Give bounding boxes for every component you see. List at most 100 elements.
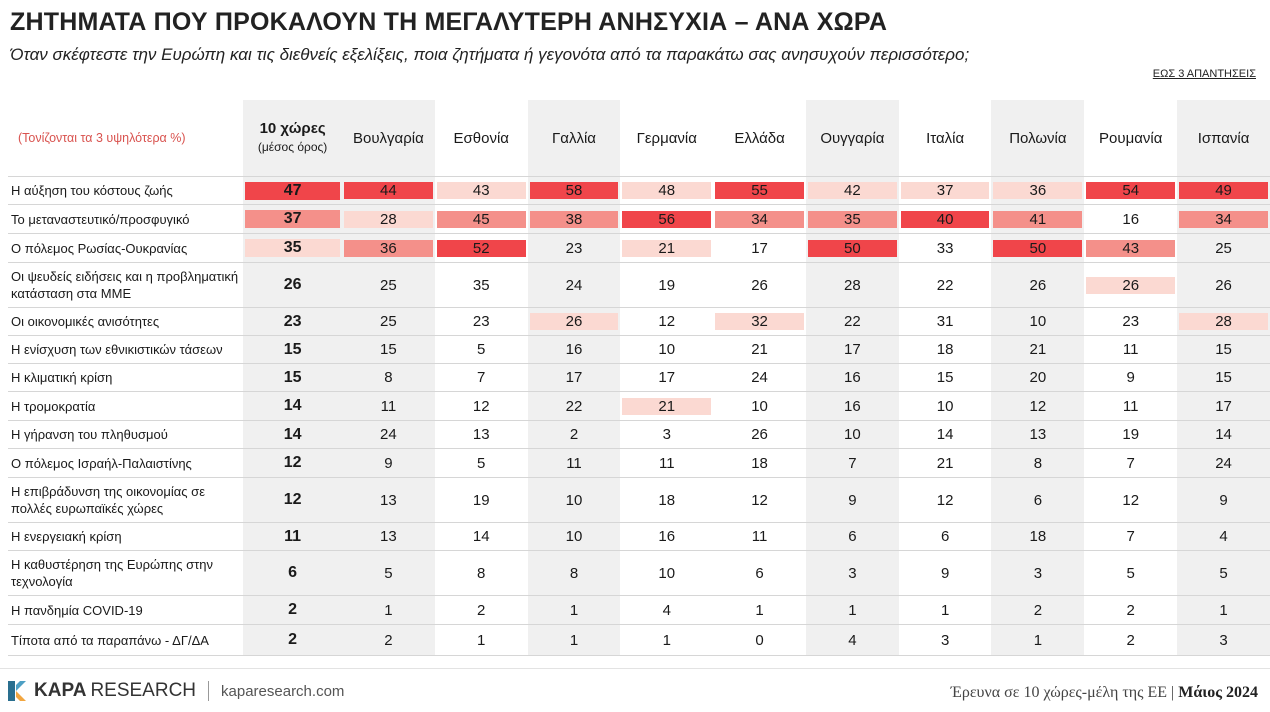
table-row: Η επιβράδυνση της οικονομίας σε πολλές ε… <box>8 477 1270 522</box>
avg-header-sublabel: (μέσος όρος) <box>257 140 328 154</box>
cell-value: 3 <box>1033 564 1043 582</box>
cell-value: 21 <box>936 454 954 472</box>
row-label: Ο πόλεμος Ισραήλ-Παλαιστίνης <box>8 448 244 477</box>
footer-logo: KAPA RESEARCH kaparesearch.com <box>8 680 344 702</box>
value-cell: 11 <box>527 448 621 477</box>
source-note: Έρευνα σε 10 χώρες-μέλη της ΕΕ | Μάιος 2… <box>951 684 1258 702</box>
cell-value: 12 <box>658 313 676 330</box>
value-cell: 26 <box>1084 262 1178 307</box>
cell-value: 11 <box>566 454 582 472</box>
row-label: Η αύξηση του κόστους ζωής <box>8 176 244 204</box>
cell-value: 9 <box>1126 369 1135 386</box>
cell-value: 52 <box>436 239 526 257</box>
cell-value: 10 <box>658 341 676 358</box>
cell-value: 15 <box>936 369 954 386</box>
row-label: Η καθυστέρηση της Ευρώπης στην τεχνολογί… <box>8 550 244 595</box>
cell-value: 4 <box>848 631 857 649</box>
cell-value: 4 <box>1219 528 1228 545</box>
value-cell: 26 <box>713 420 806 448</box>
cell-value: 11 <box>1122 341 1139 358</box>
value-cell: 42 <box>805 176 899 204</box>
row-label: Η πανδημία COVID-19 <box>8 595 244 624</box>
value-cell: 5 <box>341 550 435 595</box>
value-cell: 17 <box>1177 391 1270 420</box>
value-cell: 23 <box>527 233 621 262</box>
cell-value: 3 <box>848 564 857 582</box>
website-link[interactable]: kaparesearch.com <box>221 682 345 700</box>
column-header: Γερμανία <box>636 129 697 147</box>
value-cell: 26 <box>1177 262 1270 307</box>
cell-value: 2 <box>1126 631 1135 649</box>
avg-cell: 2 <box>243 595 342 624</box>
cell-value: 22 <box>936 276 954 294</box>
row-label: Η τρομοκρατία <box>8 391 244 420</box>
value-cell: 12 <box>1084 477 1178 522</box>
cell-value: 15 <box>380 341 397 358</box>
cell-value: 26 <box>1215 276 1232 294</box>
cell-value: 12 <box>1122 491 1140 509</box>
cell-value: 1 <box>569 601 579 619</box>
table-row: Ο πόλεμος Ισραήλ-Παλαιστίνης 12 9 5 11 11 18 7 2… <box>8 448 1270 477</box>
cell-value: 36 <box>993 182 1083 199</box>
brand-name-regular: RESEARCH <box>90 680 197 701</box>
value-cell: 8 <box>434 550 528 595</box>
cell-value: 8 <box>1033 454 1043 472</box>
cell-value: 18 <box>936 341 954 358</box>
cell-value: 24 <box>565 276 583 294</box>
value-cell: 1 <box>620 624 714 656</box>
cell-value: 3 <box>940 631 950 649</box>
value-cell: 21 <box>898 448 992 477</box>
cell-value: 26 <box>751 426 768 443</box>
value-cell: 35 <box>434 262 528 307</box>
value-cell: 12 <box>713 477 806 522</box>
avg-value: 37 <box>245 210 340 228</box>
cell-value: 14 <box>472 528 490 545</box>
value-cell: 50 <box>991 233 1085 262</box>
value-cell: 10 <box>527 477 621 522</box>
avg-value: 15 <box>283 368 302 386</box>
value-cell: 31 <box>898 307 992 335</box>
cell-value: 16 <box>658 528 676 545</box>
avg-cell: 12 <box>243 477 342 522</box>
page-subtitle: Όταν σκέφτεστε την Ευρώπη και τις διεθνε… <box>10 45 970 64</box>
cell-value: 12 <box>936 491 954 509</box>
value-cell: 7 <box>434 363 528 391</box>
cell-value: 7 <box>848 454 857 472</box>
cell-value: 45 <box>436 210 526 228</box>
value-cell: 24 <box>713 363 806 391</box>
cell-value: 9 <box>1219 491 1228 509</box>
cell-value: 25 <box>1215 239 1232 257</box>
value-cell: 17 <box>805 335 899 363</box>
value-cell: 15 <box>1177 363 1270 391</box>
value-cell: 3 <box>1177 624 1270 656</box>
cell-value: 42 <box>807 182 897 199</box>
value-cell: 4 <box>805 624 899 656</box>
row-label: Η επιβράδυνση της οικονομίας σε πολλές ε… <box>8 477 244 522</box>
cell-value: 26 <box>751 276 768 294</box>
avg-value: 14 <box>283 425 302 443</box>
cell-value: 6 <box>755 564 764 582</box>
value-cell: 1 <box>527 624 621 656</box>
cell-value: 43 <box>436 182 526 199</box>
value-cell: 7 <box>805 448 899 477</box>
cell-value: 14 <box>936 426 954 443</box>
table-body: Η αύξηση του κόστους ζωής 47 44 43 58 48 55 42 3… <box>8 176 1270 656</box>
cell-value: 18 <box>1029 528 1047 545</box>
cell-value: 3 <box>662 426 671 443</box>
value-cell: 28 <box>805 262 899 307</box>
value-cell: 4 <box>1177 522 1270 550</box>
cell-value: 11 <box>1122 397 1139 415</box>
cell-value: 12 <box>1029 397 1047 415</box>
value-cell: 34 <box>713 204 806 233</box>
cell-value: 2 <box>477 601 486 619</box>
avg-cell: 23 <box>243 307 342 335</box>
cell-value: 35 <box>807 210 897 228</box>
value-cell: 22 <box>805 307 899 335</box>
table-row: Η αύξηση του κόστους ζωής 47 44 43 58 48 55 42 3… <box>8 176 1270 204</box>
value-cell: 5 <box>434 448 528 477</box>
value-cell: 13 <box>434 420 528 448</box>
cell-value: 17 <box>565 369 583 386</box>
value-cell: 18 <box>991 522 1085 550</box>
cell-value: 25 <box>380 276 397 294</box>
cell-value: 19 <box>472 491 490 509</box>
